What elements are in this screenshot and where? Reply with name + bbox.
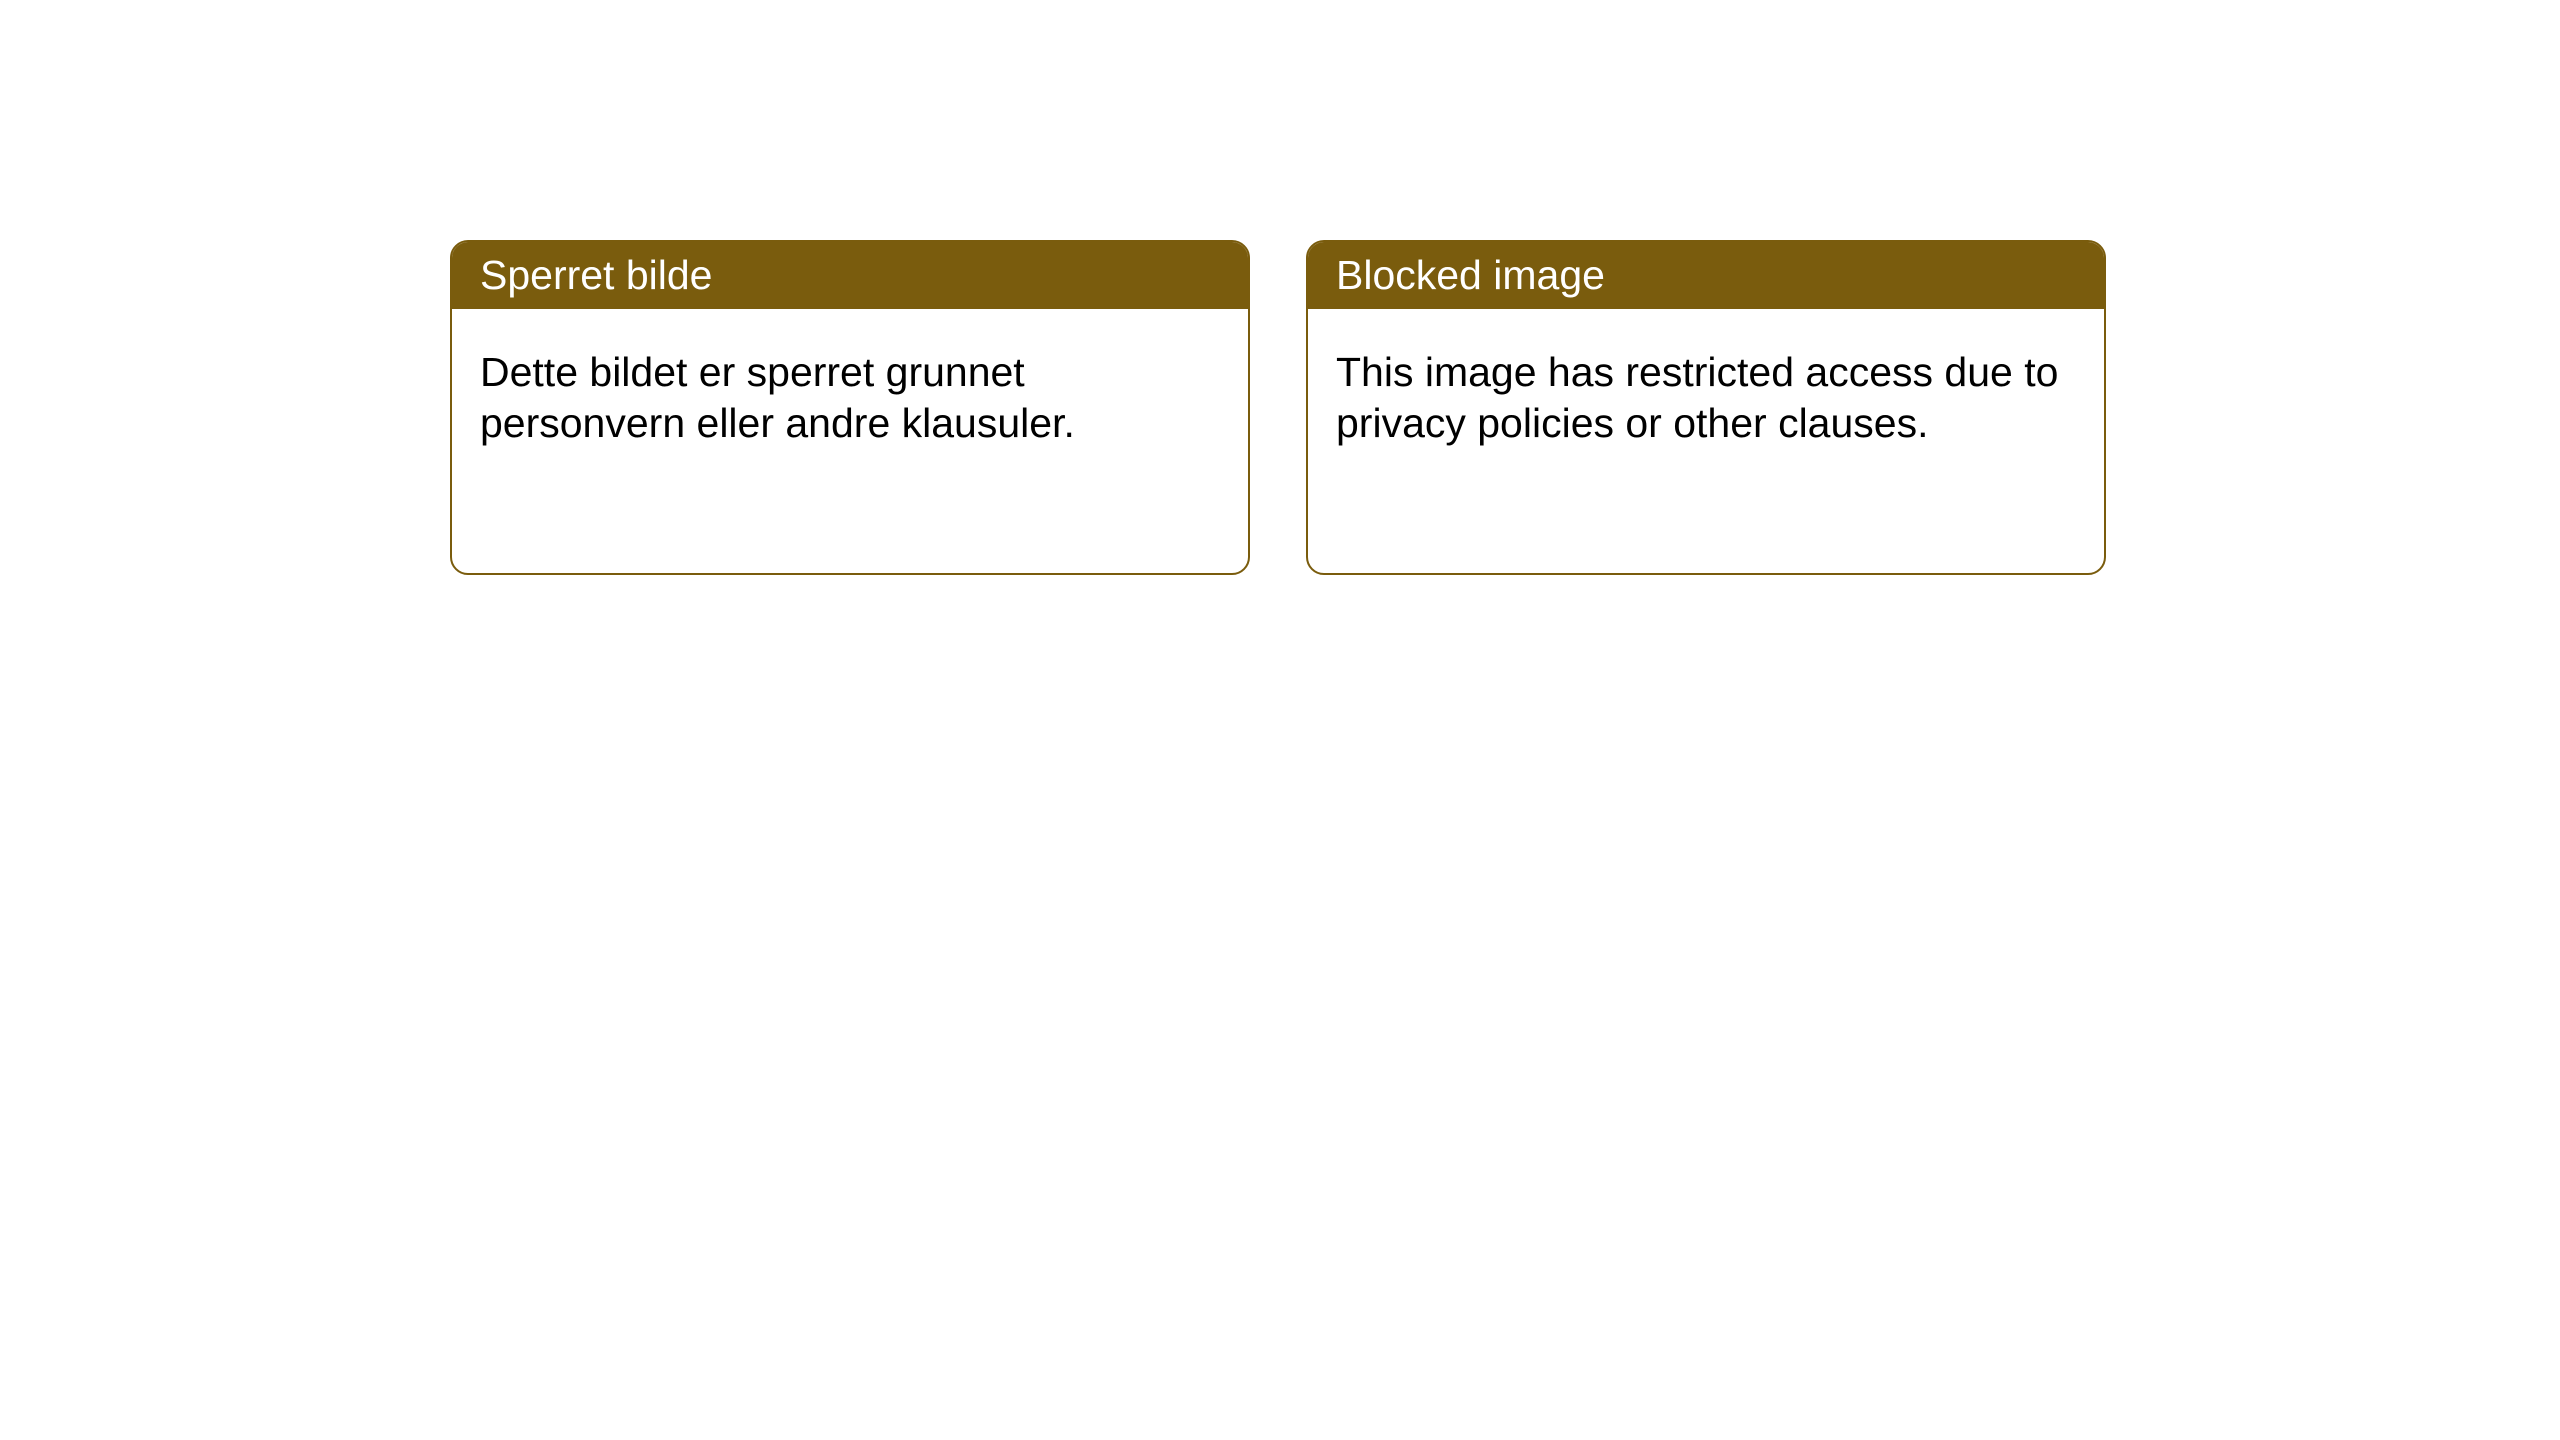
notice-box-no: Sperret bilde Dette bildet er sperret gr…	[450, 240, 1250, 575]
notice-body-en: This image has restricted access due to …	[1308, 309, 2104, 488]
notice-body-no: Dette bildet er sperret grunnet personve…	[452, 309, 1248, 488]
notice-title-en: Blocked image	[1308, 242, 2104, 309]
notice-container: Sperret bilde Dette bildet er sperret gr…	[0, 0, 2560, 575]
notice-title-no: Sperret bilde	[452, 242, 1248, 309]
notice-box-en: Blocked image This image has restricted …	[1306, 240, 2106, 575]
